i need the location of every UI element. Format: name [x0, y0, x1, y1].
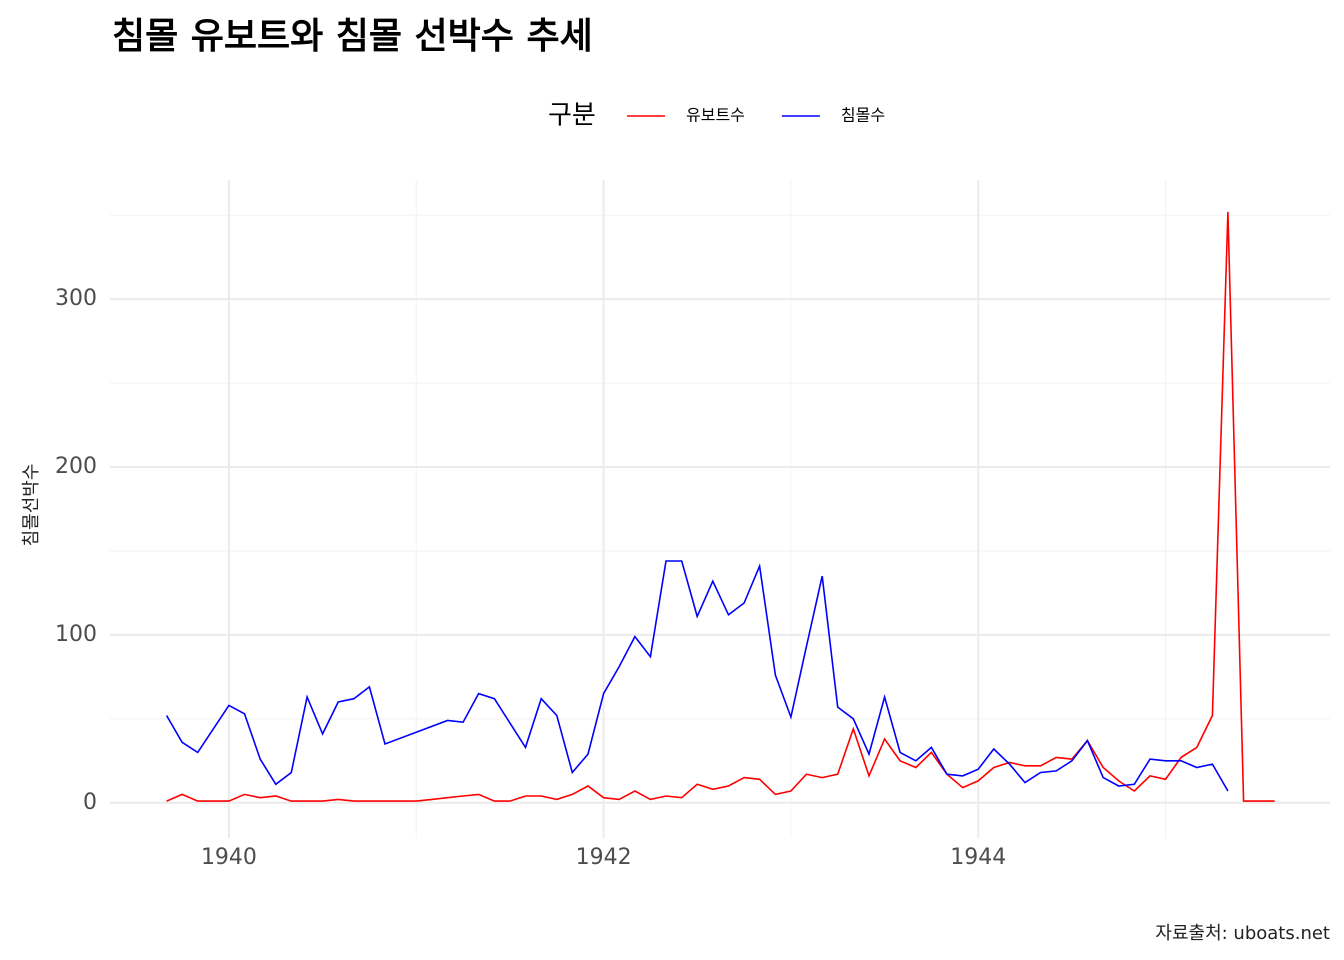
legend-label: 유보트수 [686, 106, 745, 125]
x-tick-label: 1942 [576, 845, 632, 870]
grid [110, 180, 1330, 838]
y-tick-label: 200 [55, 454, 97, 479]
x-tick-label: 1944 [950, 845, 1006, 870]
x-tick-label: 1940 [201, 845, 257, 870]
y-tick-label: 100 [55, 622, 97, 647]
legend-label: 침몰수 [841, 106, 885, 125]
chart-title: 침몰 유보트와 침몰 선박수 추세 [112, 16, 593, 57]
y-tick-label: 0 [83, 790, 97, 815]
caption: 자료출처: uboats.net [1155, 923, 1330, 944]
legend-title: 구분 [548, 101, 596, 131]
plot-area [165, 211, 1275, 802]
y-axis-label: 침몰선박수 [21, 464, 42, 547]
y-tick-label: 300 [55, 286, 97, 311]
series-line [165, 560, 1229, 792]
